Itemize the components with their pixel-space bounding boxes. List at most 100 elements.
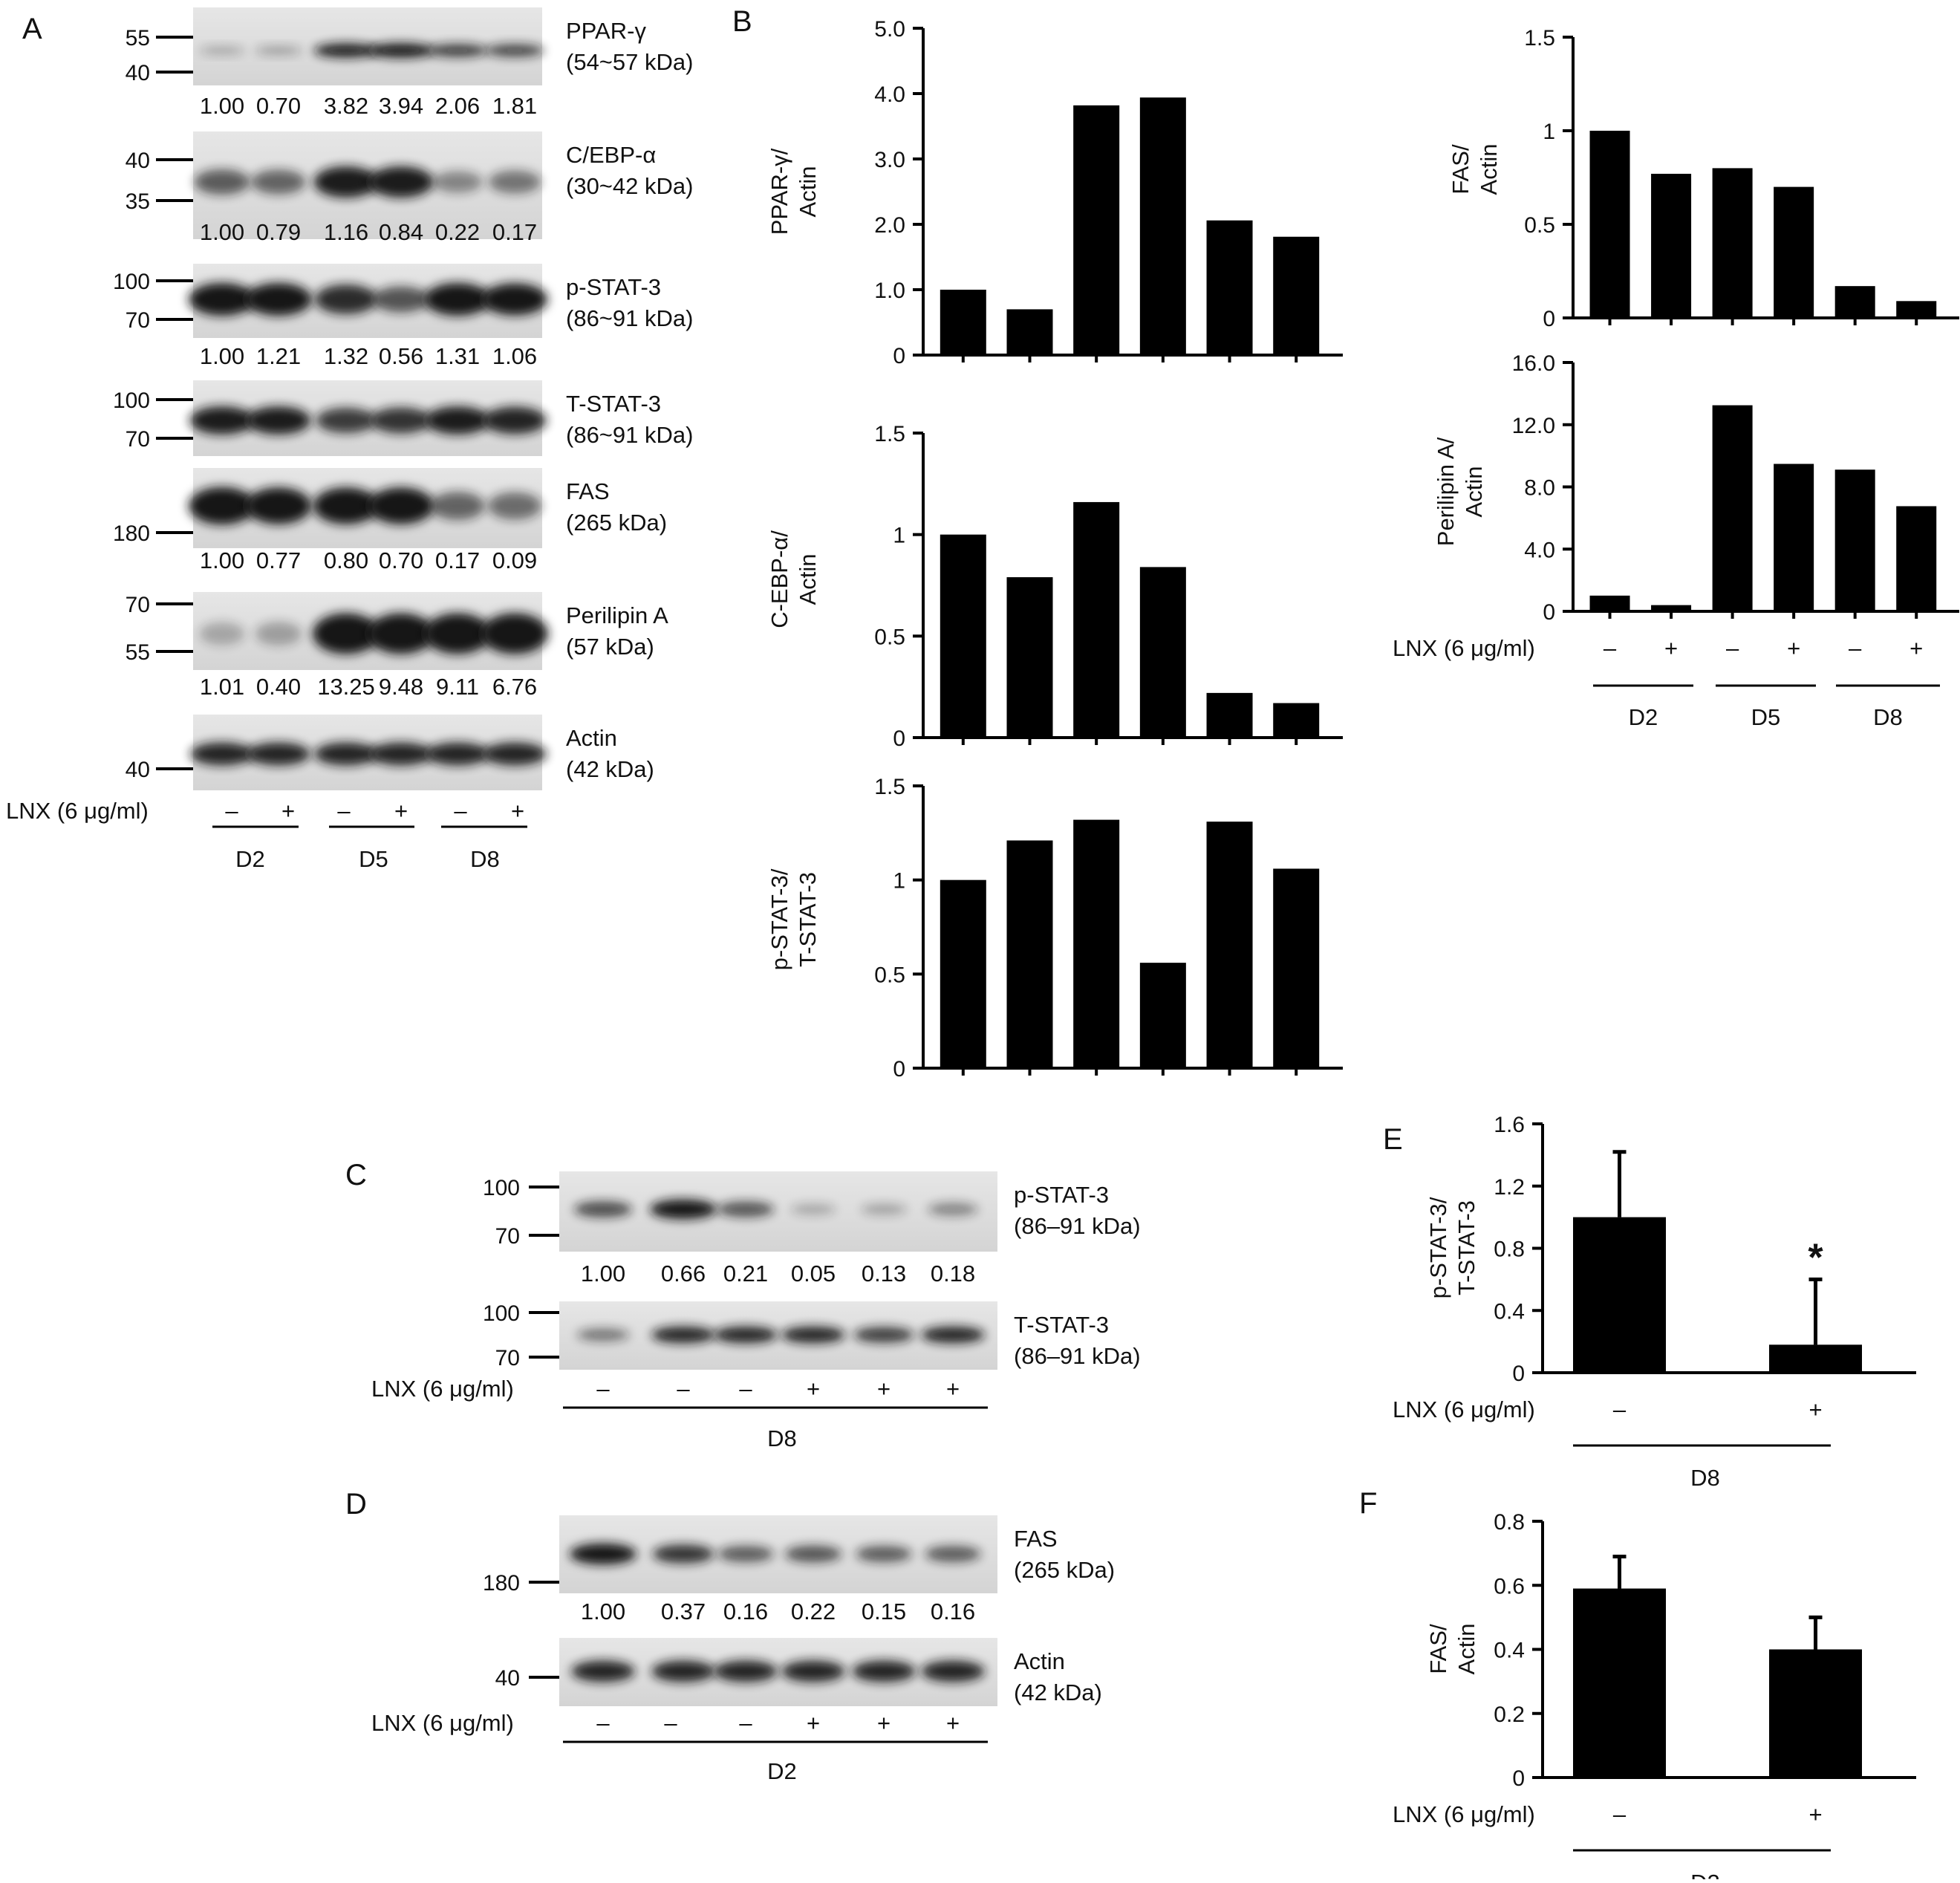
blot-band [313,166,379,198]
blot-band [714,1326,778,1344]
protein-size: (86~91 kDa) [566,422,693,448]
blot-band [368,166,434,198]
y-tick-label: 0.5 [1524,213,1555,238]
marker-label: 100 [483,1301,520,1326]
y-tick-label: 0.5 [874,963,905,987]
y-tick-label: 1 [893,869,905,894]
marker-label: 40 [126,758,150,782]
bar [1834,286,1875,318]
densitometry-value: 0.17 [492,219,537,245]
bar-chart-b-0: 0 1.0 2.0 3.0 4.0 5.0 PPAR-γ/Actin [766,17,1343,368]
y-axis-label: FAS/Actin [1448,144,1502,195]
protein-name: p-STAT-3 [1014,1182,1109,1208]
blot-band [189,487,255,525]
bar [1769,1344,1862,1373]
blot-band [313,487,380,524]
panel-letter-a: A [22,13,42,45]
lane-sign: – [596,1710,610,1736]
panel-letter-f: F [1359,1487,1377,1520]
y-axis-label-line1: PPAR-γ/ [766,148,792,235]
blot-band [650,1199,717,1220]
blot-band [368,487,434,524]
y-tick-label: 4.0 [874,82,905,107]
lane-sign: + [807,1710,820,1736]
blot-band [368,613,434,654]
protein-size: (42 kDa) [1014,1679,1102,1705]
lane-sign: + [281,798,295,824]
y-tick-label: 0.8 [1494,1238,1525,1262]
protein-size: (265 kDa) [1014,1557,1115,1583]
bar [1589,131,1630,318]
y-tick-label: 0 [1543,600,1555,625]
y-tick-label: 8.0 [1524,476,1555,501]
densitometry-value: 13.25 [317,674,375,700]
protein-size: (265 kDa) [566,510,667,536]
protein-name: PPAR-γ [566,18,646,44]
blot-band [425,406,490,435]
densitometry-value: 0.56 [379,343,423,369]
y-axis-label-line2: Actin [795,166,821,218]
protein-size: (86–91 kDa) [1014,1213,1141,1239]
y-tick-label: 0 [1512,1766,1525,1791]
y-tick-label: 2.0 [874,213,905,238]
densitometry-value: 0.22 [791,1599,836,1625]
densitometry-value: 9.11 [436,674,479,700]
blot-band [315,284,377,314]
y-axis-label-line2: Actin [1461,466,1487,518]
blot-band [488,170,541,194]
y-tick-label: 1.5 [874,422,905,446]
blot-band [853,1327,914,1343]
bar [1774,464,1814,611]
marker-label: 100 [483,1176,520,1200]
blot-band [246,406,311,435]
densitometry-value: 1.00 [200,343,244,369]
densitometry-value: 3.94 [379,93,423,119]
bar [1573,1217,1666,1373]
blot-band [189,283,255,316]
densitometry-value: 0.22 [435,219,480,245]
blot-band [481,283,548,316]
y-tick-label: 1.2 [1494,1175,1525,1200]
bar [1896,506,1937,611]
y-axis-label: PPAR-γ/Actin [766,148,821,235]
densitometry-value: 1.01 [200,674,244,700]
day-label: D8 [470,846,500,872]
lane-sign: – [596,1376,610,1402]
treatment-label: LNX (6 μg/ml) [1393,1396,1535,1422]
blot-t-stat-3: 100 70 T-STAT-3 (86–91 kDa) [483,1301,1141,1370]
blot-band [483,742,547,766]
blot-band [856,1545,912,1563]
lane-sign: + [1664,635,1678,661]
y-tick-label: 0 [893,726,905,751]
y-tick-label: 1.5 [1524,26,1555,51]
lane-sign: + [877,1376,891,1402]
blot-band [316,407,377,434]
blot-t-stat-3: 100 70 T-STAT-3 (86~91 kDa) [113,380,693,456]
blot-band [255,622,302,645]
blot-band [255,46,302,55]
densitometry-value: 0.77 [256,547,301,573]
lane-sign: – [739,1376,752,1402]
y-axis-label: FAS/Actin [1425,1624,1479,1675]
densitometry-value: 0.15 [862,1599,906,1625]
treatment-label: LNX (6 μg/ml) [371,1710,514,1736]
densitometry-value: 1.00 [200,219,244,245]
bar [1139,97,1186,355]
marker-label: 40 [495,1666,520,1691]
densitometry-value: 1.32 [324,343,368,369]
bar [1273,868,1320,1068]
blot-band [247,742,310,766]
lane-sign: – [337,798,351,824]
panel-letter-e: E [1383,1123,1403,1156]
y-axis-label: C-EBP-α/Actin [766,530,821,628]
lane-sign: – [1726,635,1739,661]
blot-band [651,1660,715,1682]
day-label: D8 [1690,1465,1720,1491]
bar [1073,105,1120,355]
marker-label: 100 [113,388,150,413]
blot-ppar-: 55 40 PPAR-γ (54~57 kDa) 1.00 0.70 3.82 3.94 2.0… [126,7,693,119]
marker-label: 70 [126,308,150,333]
bar [940,534,986,738]
day-label: D5 [1751,704,1781,730]
